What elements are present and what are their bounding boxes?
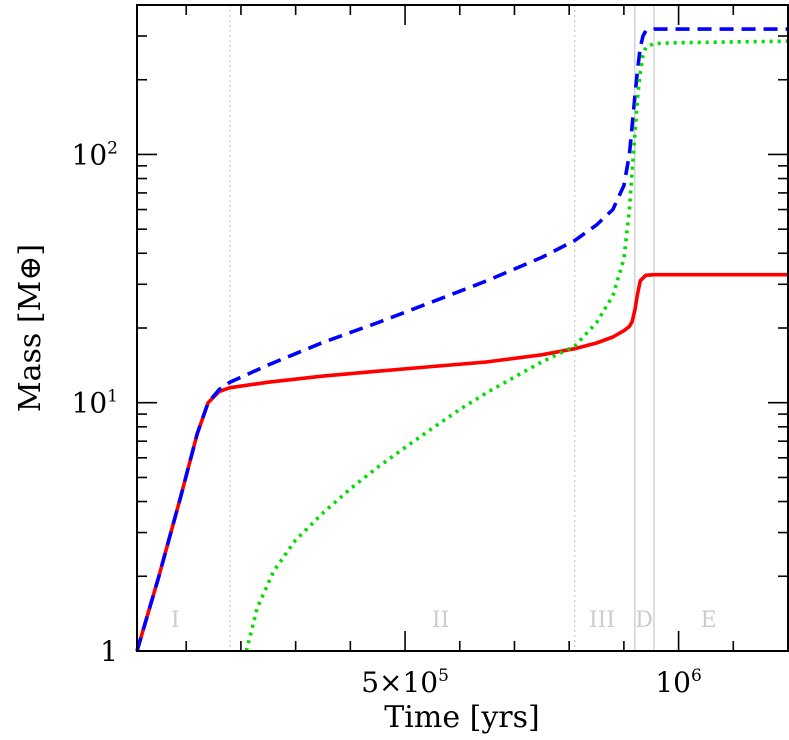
x-axis-label: Time [yrs]	[384, 700, 539, 735]
series-total-line	[135, 27, 788, 652]
phase-label-iii: III	[589, 608, 615, 633]
phase-label-i: I	[171, 608, 180, 633]
y-tick-label: 101	[72, 387, 118, 420]
phase-label-d: D	[635, 608, 653, 633]
y-tick-label: 1	[100, 635, 118, 668]
phase-labels: I II III D E	[171, 608, 717, 633]
y-axis-label: Mass [M⊕]	[13, 244, 48, 412]
x-tick-label: 5×105	[361, 666, 449, 699]
y-tick-label: 102	[72, 138, 118, 171]
plot-frame	[136, 4, 789, 652]
phase-label-ii: II	[432, 608, 449, 633]
series-envelope-line	[244, 39, 789, 652]
chart-series	[135, 27, 789, 652]
phase-label-e: E	[701, 608, 717, 633]
x-tick-label: 106	[655, 666, 701, 699]
axis-ticks	[137, 4, 789, 652]
series-core-line	[135, 272, 788, 652]
